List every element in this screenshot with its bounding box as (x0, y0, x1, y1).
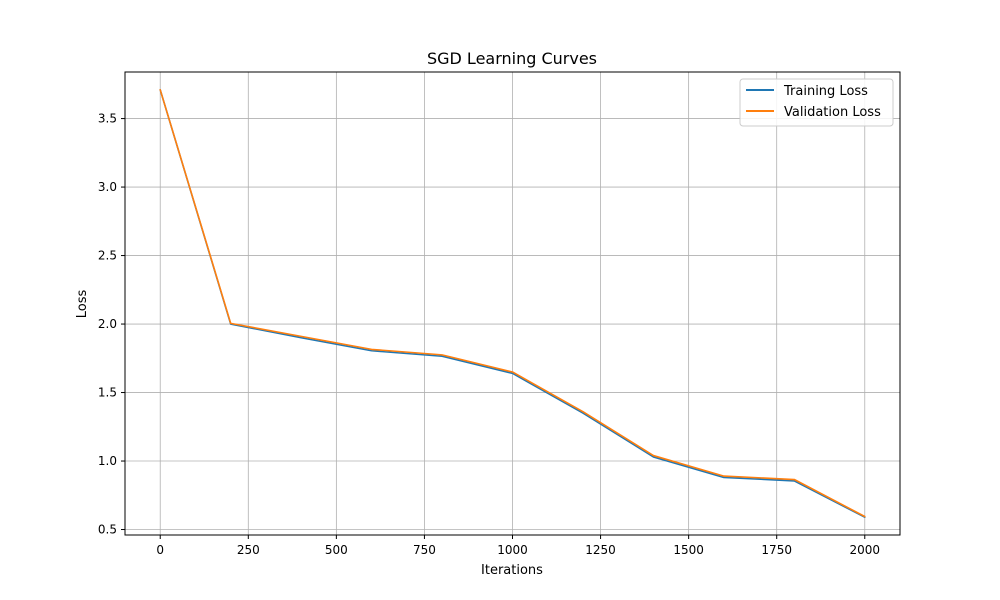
x-axis-ticks: 0 250 500 750 1000 1250 1500 1750 2000 (156, 535, 880, 557)
x-tick-label: 1000 (497, 543, 528, 557)
x-tick-label: 1250 (585, 543, 616, 557)
y-tick-label: 3.5 (98, 112, 117, 126)
chart-title: SGD Learning Curves (427, 49, 597, 68)
x-tick-label: 2000 (849, 543, 880, 557)
series-layer (159, 89, 866, 518)
y-axis-ticks: 0.5 1.0 1.5 2.0 2.5 3.0 3.5 (98, 112, 125, 537)
legend-label-training-loss: Training Loss (783, 84, 868, 99)
y-tick-label: 1.5 (98, 386, 117, 400)
x-tick-label: 500 (325, 543, 348, 557)
y-tick-label: 2.5 (98, 249, 117, 263)
y-tick-label: 3.0 (98, 180, 117, 194)
x-tick-label: 0 (156, 543, 164, 557)
legend-box (739, 78, 894, 127)
legend-label-validation-loss: Validation Loss (784, 105, 881, 120)
x-tick-label: 1500 (673, 543, 704, 557)
grid (125, 72, 900, 535)
y-tick-label: 2.0 (98, 317, 117, 331)
legend: Training Loss Validation Loss (739, 78, 894, 127)
series-line-training-loss (159, 89, 866, 518)
y-tick-label: 1.0 (98, 454, 117, 468)
y-axis-label: Loss (75, 290, 90, 319)
x-axis-label: Iterations (481, 563, 543, 578)
x-tick-label: 1750 (761, 543, 792, 557)
x-tick-label: 250 (237, 543, 260, 557)
x-tick-label: 750 (413, 543, 436, 557)
y-tick-label: 0.5 (98, 523, 117, 537)
series-line-validation-loss (159, 89, 866, 518)
